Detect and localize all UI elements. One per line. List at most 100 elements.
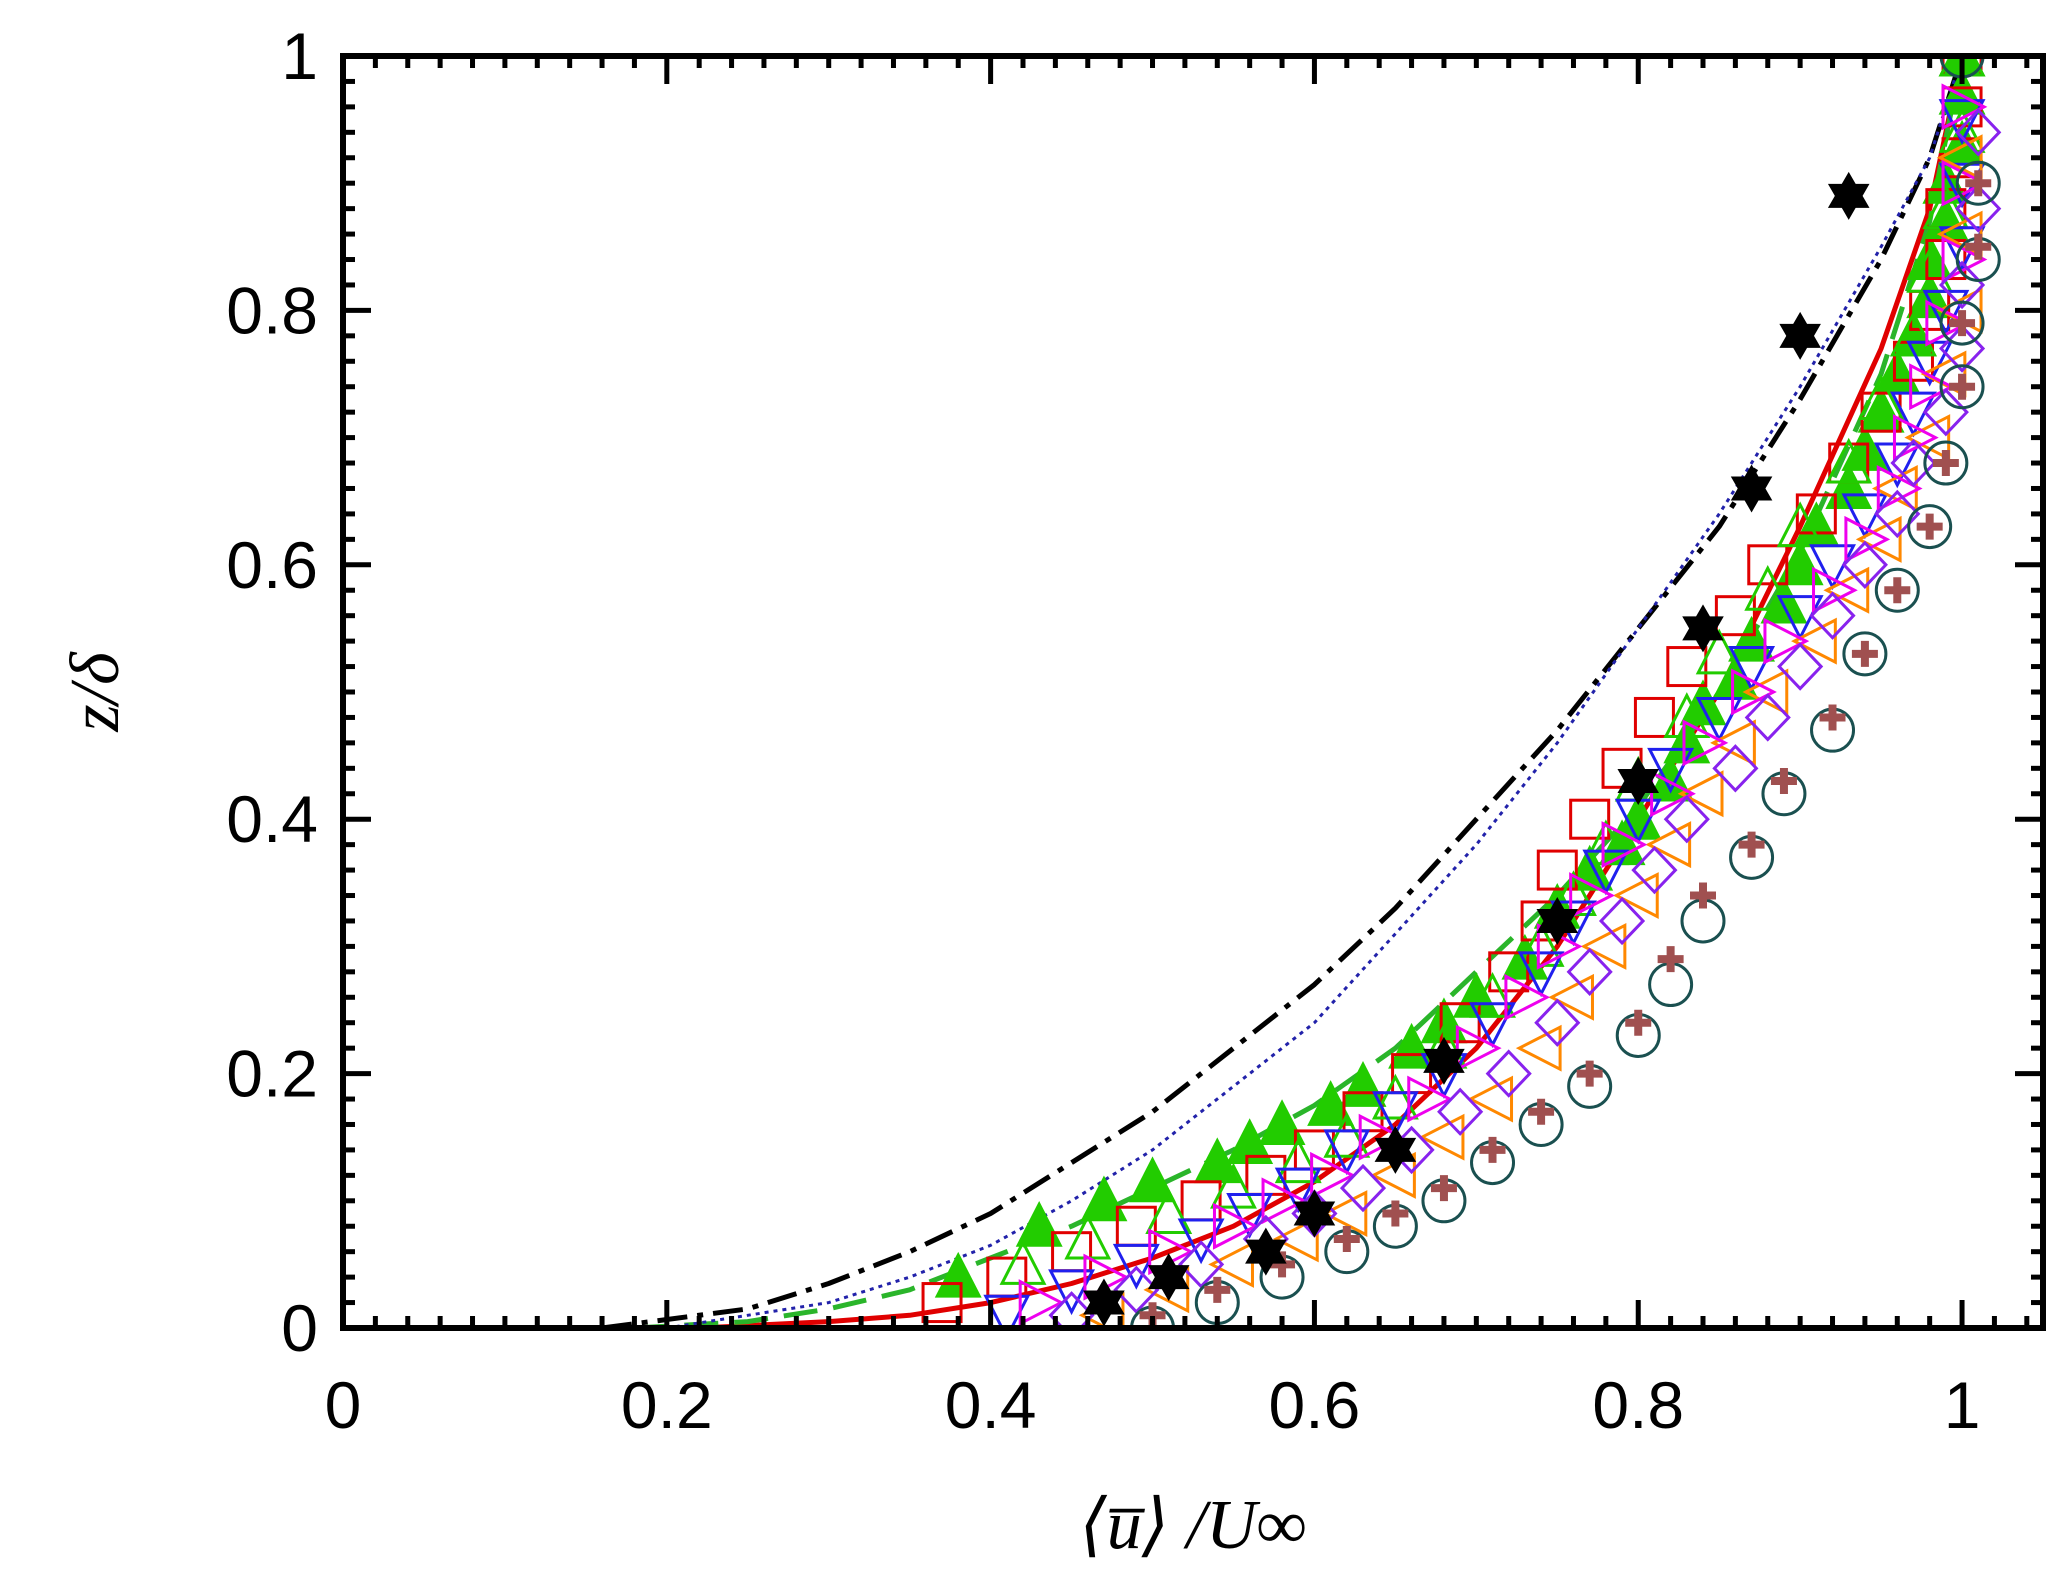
data-point bbox=[1437, 1087, 1484, 1136]
x-tick-label: 0.6 bbox=[1269, 1368, 1361, 1442]
data-point bbox=[1536, 849, 1578, 891]
data-point bbox=[1906, 272, 1954, 319]
data-point bbox=[1812, 566, 1858, 614]
data-point bbox=[1874, 489, 1921, 539]
y-tick-label: 0 bbox=[281, 1291, 318, 1365]
data-point bbox=[1884, 577, 1911, 604]
data-point bbox=[1795, 493, 1837, 535]
data-point bbox=[1272, 1215, 1319, 1263]
data-point bbox=[1548, 973, 1594, 1021]
data-point bbox=[1650, 770, 1696, 818]
series-layer bbox=[601, 56, 2002, 1328]
y-tick-label: 0.6 bbox=[226, 528, 318, 602]
data-point bbox=[1423, 1036, 1465, 1085]
data-point bbox=[1534, 998, 1581, 1047]
data-point bbox=[1779, 311, 1821, 360]
data-point bbox=[1728, 615, 1776, 662]
data-point bbox=[1965, 233, 1992, 260]
data-point bbox=[1663, 795, 1710, 844]
data-point bbox=[1730, 464, 1773, 513]
data-point-part bbox=[1730, 476, 1773, 513]
data-point bbox=[1695, 628, 1743, 675]
data-point bbox=[1938, 260, 1986, 310]
data-point bbox=[921, 1282, 963, 1324]
data-point bbox=[1258, 1099, 1306, 1145]
data-point-part bbox=[1827, 183, 1870, 220]
axes-layer: 0 0.2 0.4 0.6 0.8 1 0 0.2 0.4 0.6 0.8 1 bbox=[226, 19, 2046, 1442]
y-axis-label: z/δ bbox=[57, 651, 134, 733]
data-point bbox=[1274, 1167, 1322, 1214]
data-point-part bbox=[1536, 908, 1579, 945]
data-point bbox=[1145, 1188, 1193, 1235]
data-point bbox=[1374, 1125, 1417, 1174]
data-point bbox=[1178, 1240, 1225, 1289]
data-point bbox=[1955, 184, 2002, 233]
data-point bbox=[1645, 821, 1692, 869]
data-point bbox=[1965, 170, 1992, 197]
data-point bbox=[1939, 300, 1985, 346]
data-point bbox=[1890, 391, 1937, 438]
data-point bbox=[1938, 324, 1986, 373]
data-point bbox=[1617, 757, 1660, 806]
data-point bbox=[1841, 425, 1889, 471]
data-point bbox=[1909, 363, 1955, 411]
x-tick-label: 0 bbox=[325, 1368, 362, 1442]
data-point bbox=[1580, 922, 1627, 970]
data-point bbox=[1657, 946, 1684, 973]
plot-background bbox=[343, 56, 2043, 1328]
data-point bbox=[1407, 1075, 1454, 1123]
y-tick-label: 0.4 bbox=[226, 782, 318, 856]
data-point bbox=[1955, 160, 2001, 206]
data-point bbox=[1371, 1073, 1419, 1120]
data-point-part bbox=[1374, 1137, 1417, 1174]
data-point bbox=[1949, 310, 1976, 337]
data-point bbox=[1647, 755, 1695, 802]
data-point bbox=[1129, 1156, 1176, 1203]
data-point bbox=[1949, 373, 1976, 400]
x-tick-label: 1 bbox=[1944, 1368, 1981, 1442]
series-line bbox=[699, 56, 1965, 1328]
data-point bbox=[1469, 1002, 1516, 1049]
data-point bbox=[1932, 450, 1959, 477]
data-point bbox=[1612, 872, 1659, 919]
data-point bbox=[1874, 567, 1920, 613]
data-point bbox=[1226, 1193, 1274, 1239]
data-point bbox=[1467, 1075, 1514, 1123]
data-point-part bbox=[1682, 616, 1724, 653]
data-point bbox=[1455, 1024, 1502, 1072]
x-tick-label: 0.2 bbox=[621, 1368, 713, 1442]
data-point bbox=[1177, 1218, 1225, 1265]
data-point bbox=[1666, 646, 1708, 688]
data-point bbox=[1323, 1129, 1371, 1176]
data-point bbox=[1938, 107, 1986, 153]
data-point bbox=[1469, 971, 1516, 1018]
data-point bbox=[1844, 515, 1891, 563]
data-point bbox=[1857, 374, 1905, 420]
data-point bbox=[1647, 747, 1695, 794]
y-tick-label: 0.2 bbox=[226, 1037, 318, 1111]
data-point bbox=[1517, 951, 1565, 998]
data-point bbox=[1536, 896, 1579, 945]
y-tick-label: 0.8 bbox=[226, 273, 318, 347]
data-point bbox=[1823, 566, 1870, 614]
series-1 bbox=[699, 56, 1965, 1328]
data-point bbox=[1048, 1291, 1095, 1328]
data-point bbox=[1430, 1175, 1457, 1202]
data-point bbox=[1916, 513, 1943, 540]
data-point bbox=[1923, 440, 1969, 486]
data-point bbox=[1663, 692, 1711, 738]
data-point bbox=[1274, 1137, 1322, 1184]
data-point bbox=[1625, 1009, 1652, 1036]
data-point bbox=[1892, 414, 1939, 462]
data-point bbox=[1310, 1151, 1356, 1199]
data-point bbox=[1851, 640, 1878, 667]
data-point bbox=[1819, 704, 1846, 731]
data-point bbox=[1245, 1227, 1287, 1276]
data-point bbox=[1485, 1049, 1532, 1098]
data-point bbox=[1598, 896, 1646, 946]
data-point bbox=[1710, 719, 1756, 767]
data-point bbox=[1582, 849, 1630, 896]
series-line bbox=[666, 56, 1964, 1328]
data-point bbox=[1842, 631, 1888, 677]
